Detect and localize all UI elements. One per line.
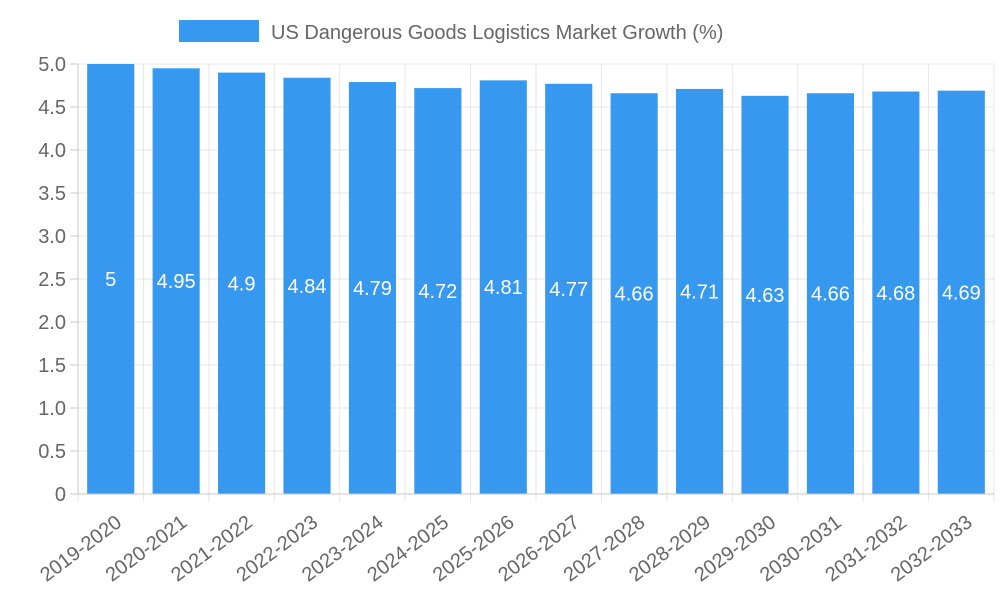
bar[interactable] [218,72,266,494]
bar[interactable] [741,95,789,494]
data-labels: 5 4.95 4.9 4.84 4.79 4.72 4.81 4.77 4.66 4.71 4.63… [105,269,981,307]
bar-value-label: 4.9 [228,273,256,295]
bar[interactable] [806,93,854,495]
bar[interactable] [283,77,331,494]
x-axis-ticks: 2019-20202020-20212021-20222022-20232023… [36,511,976,586]
bar-value-label: 4.72 [418,281,457,303]
bar-value-label: 4.66 [615,284,654,306]
legend[interactable]: US Dangerous Goods Logistics Market Grow… [179,20,723,44]
bar-value-label: 4.63 [746,285,785,307]
bar-value-label: 4.69 [942,282,981,304]
bar-value-label: 4.66 [811,284,850,306]
y-tick-label: 0.5 [38,441,66,463]
y-tick-label: 1.5 [38,355,66,377]
y-tick-label: 4.0 [38,140,66,162]
bar[interactable] [545,83,593,494]
bar-value-label: 5 [105,269,116,291]
y-tick-label: 2.5 [38,269,66,291]
bar-value-label: 4.81 [484,277,523,299]
bar[interactable] [872,91,920,495]
bar-value-label: 4.71 [680,281,719,303]
bar-value-label: 4.79 [353,278,392,300]
bar-value-label: 4.84 [288,276,327,298]
y-tick-label: 0 [55,484,66,506]
bar[interactable] [610,93,658,495]
bar-value-label: 4.68 [876,283,915,305]
bar[interactable] [479,80,527,494]
bar[interactable] [152,68,200,495]
y-axis-ticks: 0 0.5 1.0 1.5 2.0 2.5 3.0 3.5 4.0 4.5 5.0 [38,54,78,506]
bar-value-label: 4.77 [549,279,588,301]
bar[interactable] [87,64,135,494]
grid-lines [77,63,995,502]
y-tick-label: 1.0 [38,398,66,420]
y-tick-label: 2.0 [38,312,66,334]
bar[interactable] [937,90,985,494]
bars [87,64,985,495]
y-tick-label: 3.5 [38,183,66,205]
y-tick-label: 4.5 [38,97,66,119]
bar[interactable] [414,88,462,494]
bar-value-label: 4.95 [157,271,196,293]
legend-label: US Dangerous Goods Logistics Market Grow… [271,22,723,44]
y-tick-label: 5.0 [38,54,66,76]
y-tick-label: 3.0 [38,226,66,248]
bar[interactable] [676,88,724,494]
legend-swatch [179,20,259,42]
bar[interactable] [348,82,396,494]
